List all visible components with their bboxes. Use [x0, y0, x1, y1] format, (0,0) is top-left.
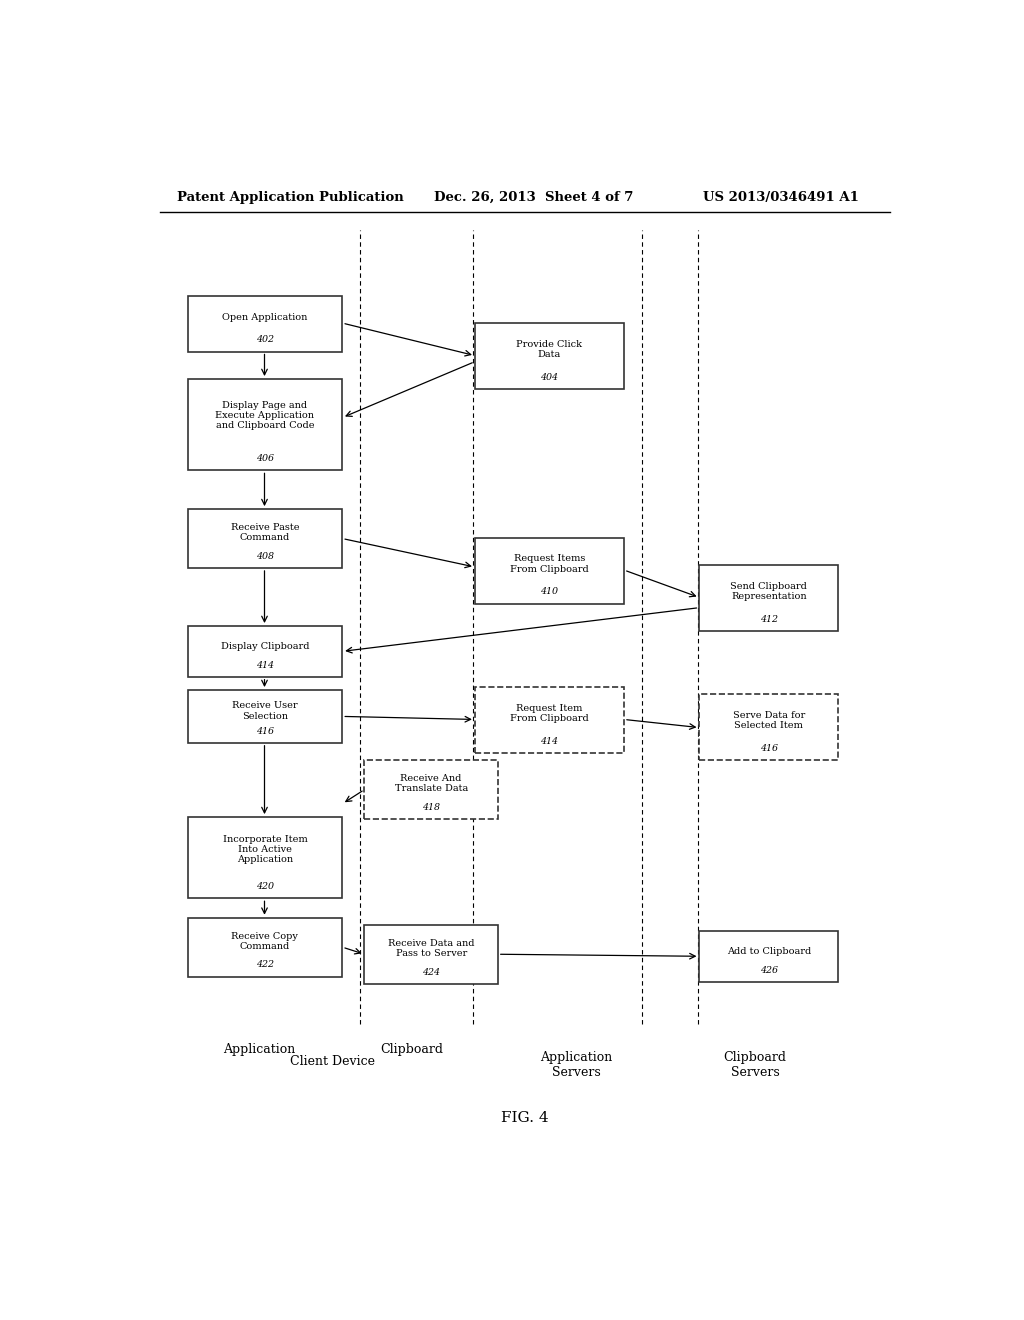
Text: Receive Data and
Pass to Server: Receive Data and Pass to Server: [388, 939, 474, 958]
Text: 422: 422: [256, 961, 273, 969]
Text: Clipboard
Servers: Clipboard Servers: [723, 1051, 786, 1078]
Text: 418: 418: [422, 803, 440, 812]
FancyBboxPatch shape: [187, 690, 342, 743]
Text: Receive Paste
Command: Receive Paste Command: [230, 523, 299, 543]
FancyBboxPatch shape: [475, 686, 624, 752]
FancyBboxPatch shape: [699, 931, 839, 982]
Text: Clipboard: Clipboard: [381, 1043, 443, 1056]
Text: 414: 414: [541, 737, 558, 746]
Text: Send Clipboard
Representation: Send Clipboard Representation: [730, 582, 807, 601]
FancyBboxPatch shape: [475, 323, 624, 389]
Text: Serve Data for
Selected Item: Serve Data for Selected Item: [733, 710, 805, 730]
FancyBboxPatch shape: [365, 925, 498, 983]
Text: Application: Application: [223, 1043, 295, 1056]
FancyBboxPatch shape: [699, 565, 839, 631]
FancyBboxPatch shape: [187, 626, 342, 677]
Text: Patent Application Publication: Patent Application Publication: [177, 190, 403, 203]
Text: 416: 416: [760, 744, 778, 752]
FancyBboxPatch shape: [187, 296, 342, 351]
Text: Display Page and
Execute Application
and Clipboard Code: Display Page and Execute Application and…: [215, 401, 314, 430]
Text: US 2013/0346491 A1: US 2013/0346491 A1: [703, 190, 859, 203]
Text: Receive And
Translate Data: Receive And Translate Data: [394, 774, 468, 793]
Text: Provide Click
Data: Provide Click Data: [516, 339, 583, 359]
Text: Request Items
From Clipboard: Request Items From Clipboard: [510, 554, 589, 574]
Text: 416: 416: [256, 727, 273, 735]
Text: 426: 426: [760, 965, 778, 974]
Text: 408: 408: [256, 552, 273, 561]
Text: Receive Copy
Command: Receive Copy Command: [231, 932, 298, 950]
Text: Dec. 26, 2013  Sheet 4 of 7: Dec. 26, 2013 Sheet 4 of 7: [433, 190, 633, 203]
Text: Application
Servers: Application Servers: [541, 1051, 612, 1078]
FancyBboxPatch shape: [187, 917, 342, 977]
Text: Add to Clipboard: Add to Clipboard: [727, 946, 811, 956]
Text: Display Clipboard: Display Clipboard: [220, 642, 309, 651]
FancyBboxPatch shape: [699, 694, 839, 760]
Text: Request Item
From Clipboard: Request Item From Clipboard: [510, 704, 589, 723]
Text: Incorporate Item
Into Active
Application: Incorporate Item Into Active Application: [222, 834, 307, 865]
Text: 404: 404: [541, 374, 558, 381]
FancyBboxPatch shape: [187, 379, 342, 470]
FancyBboxPatch shape: [475, 537, 624, 603]
FancyBboxPatch shape: [365, 760, 498, 818]
Text: 406: 406: [256, 454, 273, 463]
Text: Open Application: Open Application: [222, 313, 307, 322]
Text: 414: 414: [256, 660, 273, 669]
Text: 420: 420: [256, 882, 273, 891]
Text: Receive User
Selection: Receive User Selection: [232, 701, 298, 721]
Text: 402: 402: [256, 335, 273, 345]
FancyBboxPatch shape: [187, 510, 342, 568]
Text: 424: 424: [422, 968, 440, 977]
FancyBboxPatch shape: [187, 817, 342, 899]
Text: 410: 410: [541, 587, 558, 597]
Text: 412: 412: [760, 615, 778, 624]
Text: Client Device: Client Device: [290, 1055, 375, 1068]
Text: FIG. 4: FIG. 4: [501, 1111, 549, 1125]
